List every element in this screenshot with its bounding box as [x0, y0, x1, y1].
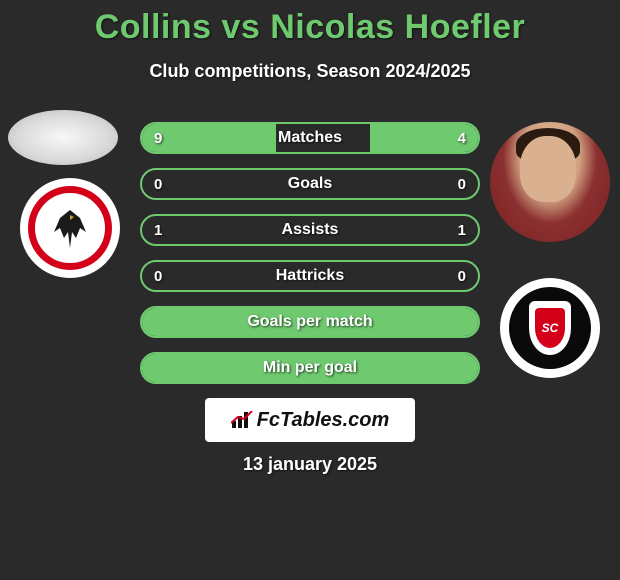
- stat-value-right: 0: [458, 268, 466, 285]
- shield-icon: SC: [529, 301, 571, 355]
- stat-value-left: 0: [154, 176, 162, 193]
- stat-label: Min per goal: [263, 359, 357, 377]
- stat-label: Assists: [282, 221, 339, 239]
- club-left-badge: [20, 178, 120, 278]
- bar-chart-icon: [231, 411, 253, 429]
- stat-row: 9 4 Matches: [140, 122, 480, 154]
- page-title: Collins vs Nicolas Hoefler: [0, 0, 620, 47]
- stat-row: Goals per match: [140, 306, 480, 338]
- stat-row: 0 0 Goals: [140, 168, 480, 200]
- stat-value-right: 0: [458, 176, 466, 193]
- branding-badge: FcTables.com: [205, 398, 415, 442]
- stat-label: Matches: [278, 129, 342, 147]
- stat-label: Hattricks: [276, 267, 344, 285]
- player-left-photo: [8, 110, 118, 165]
- stat-row: 1 1 Assists: [140, 214, 480, 246]
- stat-value-left: 9: [154, 130, 162, 147]
- stat-value-left: 1: [154, 222, 162, 239]
- branding-text: FcTables.com: [257, 409, 390, 432]
- stat-label: Goals per match: [247, 313, 372, 331]
- eagle-icon: [46, 204, 94, 252]
- subtitle: Club competitions, Season 2024/2025: [0, 61, 620, 82]
- stat-value-right: 4: [458, 130, 466, 147]
- date-text: 13 january 2025: [0, 454, 620, 475]
- comparison-chart: 9 4 Matches 0 0 Goals 1 1 Assists 0 0 Hattricks Goal…: [140, 122, 480, 398]
- stat-value-left: 0: [154, 268, 162, 285]
- club-right-badge: SC: [500, 278, 600, 378]
- stat-label: Goals: [288, 175, 332, 193]
- stat-row: 0 0 Hattricks: [140, 260, 480, 292]
- player-right-photo: [490, 122, 610, 242]
- stat-value-right: 1: [458, 222, 466, 239]
- stat-row: Min per goal: [140, 352, 480, 384]
